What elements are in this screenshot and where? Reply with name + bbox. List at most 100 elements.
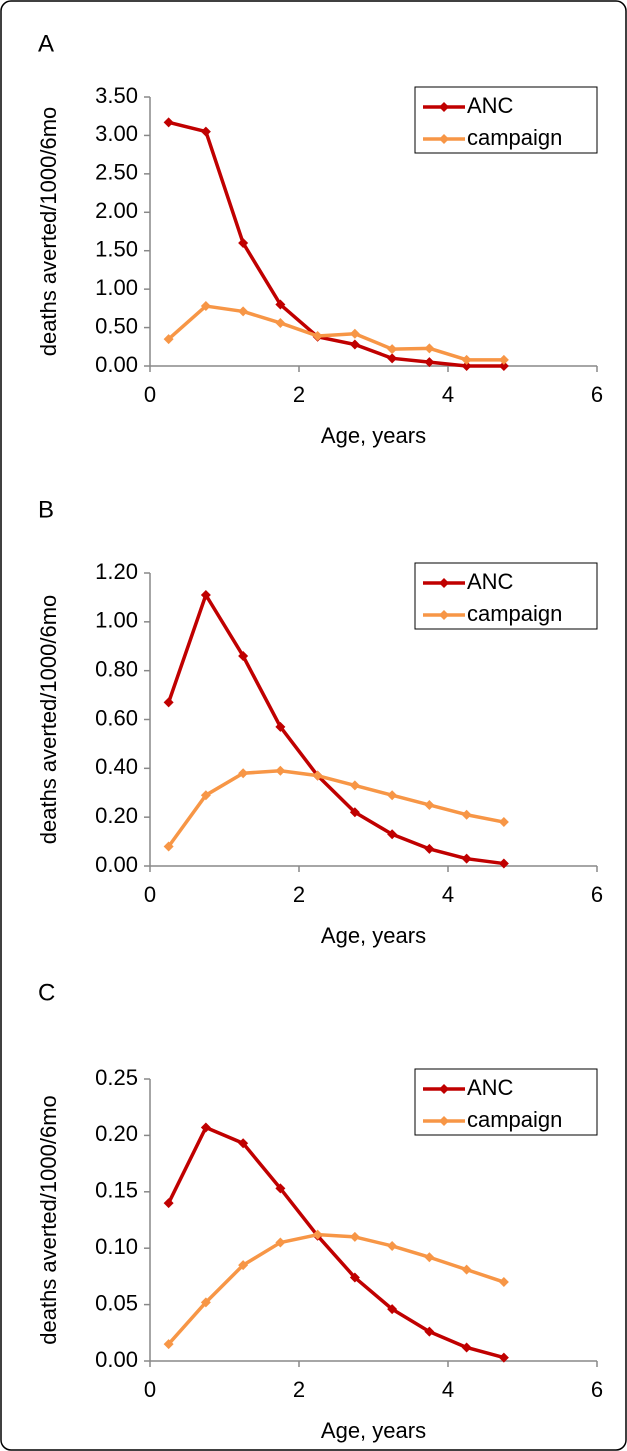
y-tick-label: 1.00 bbox=[95, 275, 138, 300]
data-point bbox=[275, 721, 286, 732]
data-point bbox=[238, 1260, 249, 1271]
y-tick-label: 3.00 bbox=[95, 121, 138, 146]
data-point bbox=[498, 858, 509, 869]
data-point bbox=[275, 317, 286, 328]
y-tick-label: 0.60 bbox=[95, 705, 138, 730]
data-point bbox=[200, 790, 211, 801]
legend-box bbox=[414, 1068, 598, 1136]
legend-marker bbox=[439, 102, 449, 112]
data-point bbox=[349, 1272, 360, 1283]
data-point bbox=[163, 841, 174, 852]
x-tick-label: 2 bbox=[293, 1377, 305, 1402]
x-tick-label: 0 bbox=[144, 882, 156, 907]
data-point bbox=[349, 339, 360, 350]
data-point bbox=[275, 1237, 286, 1248]
data-point bbox=[163, 334, 174, 345]
data-point bbox=[349, 1231, 360, 1242]
y-tick-label: 0.00 bbox=[95, 352, 138, 377]
series-line bbox=[167, 1125, 505, 1360]
data-point bbox=[387, 790, 398, 801]
x-tick-label: 2 bbox=[293, 382, 305, 407]
panel-label: B bbox=[38, 496, 54, 523]
y-tick-label: 0.25 bbox=[95, 1065, 138, 1090]
x-axis-label: Age, years bbox=[321, 423, 426, 448]
y-tick-label: 0.00 bbox=[95, 852, 138, 877]
data-point bbox=[200, 301, 211, 312]
legend-label: ANC bbox=[467, 1075, 514, 1100]
x-tick-label: 2 bbox=[293, 882, 305, 907]
series-line bbox=[167, 304, 504, 362]
data-point bbox=[238, 306, 249, 317]
data-point bbox=[498, 817, 509, 828]
data-point bbox=[498, 361, 509, 371]
data-point bbox=[238, 1138, 249, 1149]
y-tick-label: 0.00 bbox=[95, 1347, 138, 1372]
x-tick-label: 4 bbox=[442, 882, 454, 907]
x-tick-label: 4 bbox=[442, 382, 454, 407]
y-tick-label: 0.10 bbox=[95, 1234, 138, 1259]
data-point bbox=[424, 1326, 435, 1337]
data-point bbox=[498, 1352, 509, 1363]
data-point bbox=[163, 697, 174, 708]
data-point bbox=[461, 1264, 472, 1275]
data-point bbox=[312, 770, 323, 781]
y-tick-label: 0.20 bbox=[95, 1121, 138, 1146]
data-point bbox=[387, 1240, 398, 1251]
y-tick-label: 0.20 bbox=[95, 803, 138, 828]
series-line bbox=[168, 120, 504, 368]
y-tick-label: 1.50 bbox=[95, 237, 138, 262]
data-point bbox=[275, 765, 286, 776]
data-point bbox=[200, 126, 211, 137]
data-point bbox=[349, 780, 360, 791]
data-point bbox=[424, 843, 435, 854]
data-point bbox=[461, 1342, 472, 1353]
y-tick-label: 3.50 bbox=[95, 83, 138, 108]
data-point bbox=[387, 829, 398, 840]
legend-label: ANC bbox=[467, 93, 514, 118]
data-point bbox=[275, 299, 286, 310]
y-tick-label: 1.20 bbox=[95, 559, 138, 584]
y-tick-label: 2.50 bbox=[95, 160, 138, 185]
data-point bbox=[424, 357, 435, 368]
panel-label: A bbox=[38, 30, 54, 57]
data-point bbox=[498, 1277, 509, 1288]
legend-marker bbox=[439, 1084, 449, 1094]
data-point bbox=[200, 1122, 211, 1133]
y-tick-label: 0.05 bbox=[95, 1290, 138, 1315]
data-point bbox=[424, 799, 435, 810]
data-point bbox=[387, 1304, 398, 1315]
data-point bbox=[349, 807, 360, 818]
data-point bbox=[163, 1339, 174, 1350]
data-point bbox=[461, 853, 472, 864]
y-axis-label: deaths averted/1000/6mo bbox=[36, 595, 61, 845]
y-tick-label: 0.50 bbox=[95, 313, 138, 338]
data-point bbox=[163, 1198, 174, 1209]
x-tick-label: 4 bbox=[442, 1377, 454, 1402]
data-point bbox=[275, 1183, 286, 1194]
y-tick-label: 0.80 bbox=[95, 656, 138, 681]
data-point bbox=[424, 1252, 435, 1263]
y-tick-label: 0.40 bbox=[95, 754, 138, 779]
legend-label: campaign bbox=[467, 125, 562, 150]
data-point bbox=[200, 1297, 211, 1308]
x-tick-label: 6 bbox=[591, 882, 603, 907]
legend-label: campaign bbox=[467, 1107, 562, 1132]
data-point bbox=[163, 117, 174, 128]
y-tick-label: 1.00 bbox=[95, 608, 138, 633]
data-point bbox=[461, 354, 472, 365]
data-point bbox=[200, 589, 211, 600]
x-tick-label: 6 bbox=[591, 382, 603, 407]
x-tick-label: 0 bbox=[144, 382, 156, 407]
x-tick-label: 0 bbox=[144, 1377, 156, 1402]
data-point bbox=[387, 353, 398, 364]
data-point bbox=[461, 361, 472, 371]
legend-marker bbox=[439, 578, 449, 588]
x-tick-label: 6 bbox=[591, 1377, 603, 1402]
series-line bbox=[167, 769, 505, 848]
data-point bbox=[387, 344, 398, 355]
data-point bbox=[238, 238, 249, 249]
data-point bbox=[238, 768, 249, 779]
data-point bbox=[461, 809, 472, 820]
